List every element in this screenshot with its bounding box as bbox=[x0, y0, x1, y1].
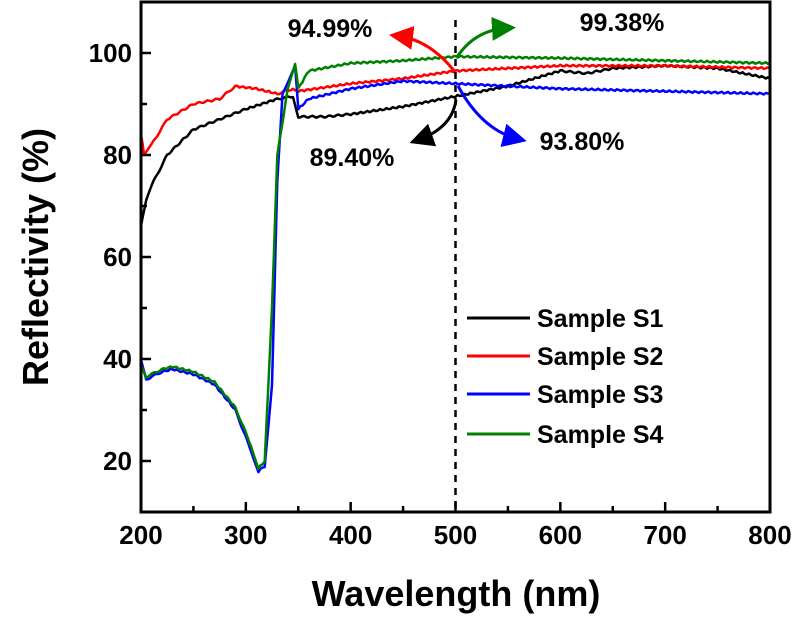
legend-item: Sample S2 bbox=[467, 343, 663, 371]
legend-item: Sample S3 bbox=[467, 381, 663, 409]
legend-label: Sample S3 bbox=[537, 381, 663, 409]
annotation-arrow-s4 bbox=[455, 16, 516, 58]
x-tick-label: 800 bbox=[748, 520, 791, 550]
y-tick-label: 80 bbox=[103, 140, 132, 170]
x-tick-label: 500 bbox=[434, 520, 477, 550]
y-axis-title: Reflectivity (%) bbox=[15, 128, 56, 386]
y-tick-label: 100 bbox=[89, 38, 132, 68]
series-line-sample-s2 bbox=[139, 63, 771, 157]
x-tick-label: 700 bbox=[643, 520, 686, 550]
y-tick-label: 20 bbox=[103, 446, 132, 476]
x-tick-label: 200 bbox=[119, 520, 162, 550]
x-tick-label: 400 bbox=[329, 520, 372, 550]
annotation-label-s2: 94.99% bbox=[288, 15, 373, 43]
y-tick-label: 40 bbox=[103, 344, 132, 374]
annotation-arrow-s1 bbox=[409, 99, 458, 147]
y-tick-label: 60 bbox=[103, 242, 132, 272]
annotation-label-s4: 99.38% bbox=[580, 9, 665, 37]
legend-label: Sample S2 bbox=[537, 343, 663, 371]
legend: Sample S1 Sample S2 Sample S3 Sample S4 bbox=[467, 305, 664, 449]
x-axis-title: Wavelength (nm) bbox=[312, 573, 601, 614]
annotation-arrow-s3 bbox=[456, 85, 527, 147]
x-tick-label: 600 bbox=[539, 520, 582, 550]
axis-ticks: 200 300 400 500 600 700 800 20 40 60 80 100 bbox=[89, 38, 792, 550]
x-tick-label: 300 bbox=[224, 520, 267, 550]
annotation-label-s3: 93.80% bbox=[540, 128, 625, 156]
legend-label: Sample S1 bbox=[537, 305, 664, 333]
series-line-sample-s4 bbox=[139, 54, 771, 471]
annotation-label-s1: 89.40% bbox=[310, 144, 395, 172]
series-line-sample-s3 bbox=[139, 64, 771, 474]
legend-item: Sample S1 bbox=[467, 305, 664, 333]
legend-item: Sample S4 bbox=[467, 421, 664, 449]
legend-label: Sample S4 bbox=[537, 421, 664, 449]
annotation-arrow-s2 bbox=[389, 25, 457, 73]
series-layer bbox=[139, 54, 771, 474]
annotations: 94.99% 99.38% 89.40% 93.80% bbox=[288, 9, 665, 172]
